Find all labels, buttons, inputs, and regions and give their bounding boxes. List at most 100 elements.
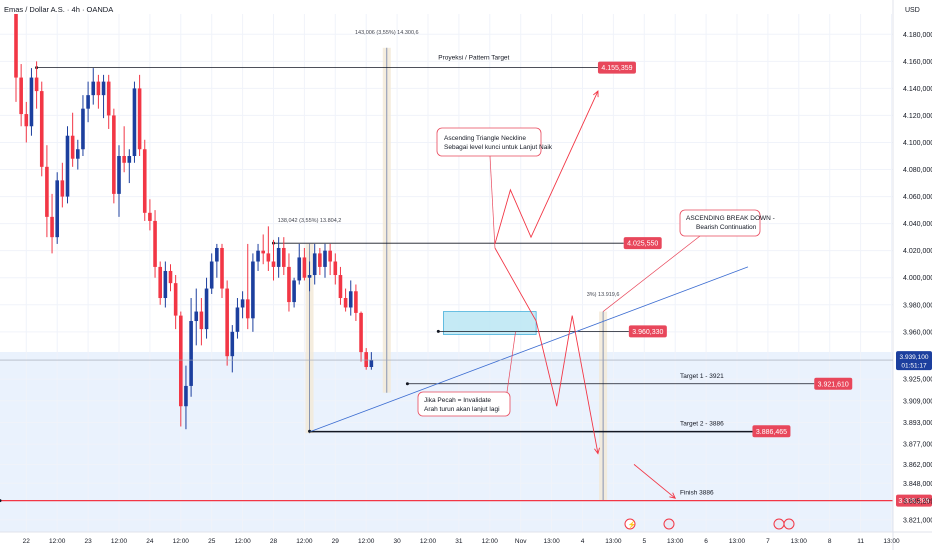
level-anchor [405,382,409,386]
us-flag-event-icon[interactable] [663,518,675,530]
us-flag-event-icon[interactable] [773,518,785,530]
candle-body [148,212,152,221]
price-tick-label: 4.140,000 [903,86,932,93]
lightning-glyph-icon: ⚡ [628,520,637,529]
bearish-projection [494,247,599,454]
zones-layer [305,47,608,501]
level-anchor [436,329,440,333]
countdown-timer: 01:51:17 [901,363,927,370]
candle-body [292,280,296,303]
time-tick-label: 12:00 [296,538,313,545]
level-price-tag [896,494,932,507]
level-text: Proyeksi / Pattern Target [438,55,509,62]
time-tick-label: 13:00 [605,538,622,545]
candle-body [220,247,224,289]
level-price-text: 3.921,610 [818,381,849,388]
level-text: Finish 3886 [680,490,714,497]
candle-body [318,253,322,267]
candle-body [137,88,142,150]
callout-pointer [602,235,701,312]
candle-body [364,352,368,367]
time-tick-label: 12:00 [111,538,128,545]
callout-neckline: Ascending Triangle Neckline Sebagai leve… [436,127,553,157]
level-price-tag [752,425,791,438]
candle-body [65,135,70,197]
candle-body [55,180,59,238]
level-price-tag [814,377,853,390]
bearish-projection-arrowhead [594,447,600,455]
candle-body [338,275,343,299]
candle-body [230,331,235,357]
time-tick-label: 12:00 [173,538,190,545]
candle-body [184,385,188,407]
candle-body [34,77,39,92]
price-tick-label: 4.040,000 [903,221,932,228]
bullish-projection-arrowhead [593,90,599,98]
price-tick-label: 4.020,000 [903,248,932,255]
candle-body [101,81,106,96]
candle-body [19,77,23,115]
candle-body [76,149,80,159]
time-axis[interactable]: 22 12:00 23 12:00 24 12:00 25 12:00 28 12:00 29 12:… [0,531,932,545]
candle-body [117,156,121,194]
measurement-label: 138,042 (3,55%) 13.804,2 [278,218,342,224]
candle-body [91,81,96,96]
demand-zone [443,311,537,335]
candle-body [127,156,132,163]
time-tick-label: 13:00 [729,538,746,545]
candle-body [245,299,250,319]
chart-title: Emas / Dollar A.S. · 4h · OANDA [4,5,113,14]
current-price-tag [896,351,932,371]
level-price-text: 4.155,359 [601,65,632,72]
candle-body [251,261,255,319]
price-tick-label: 4.180,000 [903,32,932,39]
candle-body [122,156,126,163]
candle-body [225,288,229,357]
price-tick-label: 4.060,000 [903,194,932,201]
time-tick-label: 29 [332,538,340,545]
candle-body [163,270,168,299]
current-price-text: 3.939,100 [900,354,929,361]
us-flag-event-icon[interactable] [783,518,795,530]
callout-pointer [489,155,496,248]
candle-body [132,88,137,157]
candle-body [173,283,178,316]
time-tick-label: 13:00 [883,538,900,545]
time-tick-label: 12:00 [420,538,437,545]
price-tick-label: 3.862,000 [903,462,932,469]
time-tick-label: 12:00 [234,538,251,545]
callout-pointer [506,331,516,393]
time-tick-label: 12:00 [358,538,375,545]
candle-body [261,250,265,254]
level-text: Target 2 - 3886 [680,420,724,427]
event-icons[interactable]: ⚡ [624,518,795,530]
candle-body [209,261,214,289]
candle-body [359,312,363,353]
level-text: Target 1 - 3921 [680,373,724,380]
time-tick-label: 8 [828,538,832,545]
candle-body [39,91,44,167]
candle-body [112,115,116,194]
time-tick-label: 6 [704,538,708,545]
callout-invalidate-line2: Arah turun akan lanjut lagi [424,406,500,413]
level-price-text: 3.960,330 [632,329,663,336]
candle-body [60,180,65,197]
time-tick-label: 24 [146,538,154,545]
time-tick-label: 13:00 [543,538,560,545]
time-tick-label: 31 [455,538,463,545]
candles-layer[interactable] [14,14,374,430]
currency-label: USD [905,7,920,14]
time-tick-label: 12:00 [49,538,66,545]
candle-body [158,266,162,299]
candle-body [81,108,85,150]
level-price-text: 3.886,465 [756,429,787,436]
candle-body [29,77,34,127]
candle-body [348,291,353,308]
candle-body [323,250,327,267]
level-price-text: 3.835,209 [898,498,929,505]
candle-body [282,247,286,267]
candle-body [307,275,312,278]
lightning-event-icon[interactable] [624,518,636,530]
